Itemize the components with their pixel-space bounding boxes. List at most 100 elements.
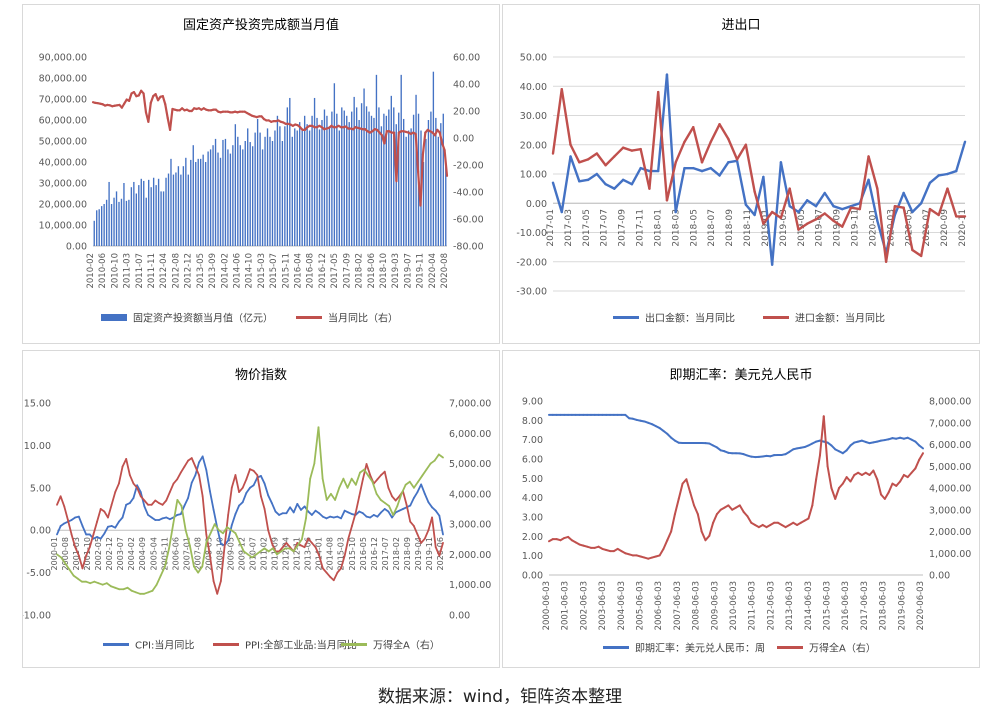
point-chartdata-2-s0-57 <box>263 482 270 497</box>
point-chartdata-2-s1-103 <box>431 516 437 549</box>
point-chartdata-1-s1-38 <box>884 204 897 263</box>
point-chartdata-1-s0-13 <box>665 73 677 214</box>
bar-chartdata-0-s0-117 <box>383 113 385 246</box>
x-tick-label: 2010-07 <box>249 537 258 570</box>
x-tick-label: 2014-08 <box>326 537 335 570</box>
x-tick-label: 2016-08 <box>306 253 316 289</box>
point-chartdata-2-s2-65 <box>325 492 332 501</box>
bar-chartdata-0-s0-43 <box>200 158 202 246</box>
legend: 固定资产投资额当月值（亿元） 当月同比（右） <box>101 312 398 325</box>
x-tick-label: 2002-06-03 <box>579 581 589 630</box>
point-chartdata-2-s1-51 <box>241 478 248 489</box>
point-chartdata-2-s2-87 <box>417 474 424 483</box>
point-chartdata-3-s1-68 <box>807 504 814 520</box>
point-chartdata-2-s1-62 <box>281 542 288 549</box>
x-tick-label: 2002-05 <box>94 537 103 570</box>
bar-chartdata-0-s0-127 <box>407 130 410 246</box>
y-right-tick-label: 7,000.00 <box>449 399 491 410</box>
point-chartdata-2-s2-3 <box>68 568 75 577</box>
point-chartdata-2-s1-52 <box>245 468 251 481</box>
x-tick-label: 2019-04 <box>414 537 423 570</box>
point-chartdata-1-s0-24 <box>762 175 774 266</box>
point-chartdata-1-s0-19 <box>718 161 730 177</box>
point-chartdata-2-s0-20 <box>128 497 135 504</box>
x-tick-label: 2020-08 <box>440 253 450 289</box>
point-chartdata-2-s1-79 <box>343 537 350 557</box>
bar-chartdata-0-s0-101 <box>343 110 345 246</box>
y-right-tick-label: -60.00 <box>453 215 484 226</box>
x-tick-label: 2010-10 <box>110 253 120 289</box>
point-chartdata-2-s2-75 <box>367 474 374 483</box>
point-chartdata-2-s1-95 <box>402 490 408 506</box>
point-chartdata-2-s1-78 <box>340 554 346 570</box>
legend-label: PPI:全部工业品:当月同比 <box>245 639 357 652</box>
point-chartdata-3-s1-29 <box>658 547 665 557</box>
point-chartdata-2-s2-66 <box>330 492 336 501</box>
point-chartdata-2-s0-97 <box>409 497 415 507</box>
point-chartdata-2-s1-6 <box>77 554 84 570</box>
point-chartdata-1-s1-11 <box>648 90 660 190</box>
legend: CPI:当月同比 PPI:全部工业品:当月同比 万得全A（右） <box>103 639 440 652</box>
point-chartdata-1-s1-10 <box>639 147 651 190</box>
bar-chartdata-0-s0-60 <box>242 149 244 246</box>
point-chartdata-2-s1-70 <box>311 542 317 549</box>
x-tick-label: 2020-01 <box>868 209 878 247</box>
x-tick-label: 2015-03 <box>257 253 267 289</box>
bar-chartdata-0-s0-104 <box>351 111 353 246</box>
bar-chartdata-0-s0-115 <box>378 107 380 247</box>
point-chartdata-2-s2-74 <box>363 468 370 477</box>
x-tick-label: 2001-06-03 <box>561 581 571 630</box>
point-chartdata-2-s2-38 <box>213 523 220 532</box>
point-chartdata-2-s2-32 <box>188 544 195 568</box>
series-chartdata-2-s1 <box>56 457 444 595</box>
bar-chartdata-0-s0-123 <box>398 112 400 247</box>
x-tick-label: 2018-02 <box>392 537 401 570</box>
point-chartdata-2-s2-89 <box>425 462 432 471</box>
point-chartdata-2-s0-102 <box>427 501 433 509</box>
bar-chartdata-0-s0-18 <box>138 185 140 246</box>
point-chartdata-2-s0-99 <box>416 483 423 493</box>
bar-chartdata-0-s0-19 <box>140 178 142 246</box>
point-chartdata-2-s2-37 <box>209 523 216 535</box>
bar-chartdata-0-s0-37 <box>185 157 187 246</box>
series-chartdata-3-s0 <box>548 413 924 459</box>
bar-chartdata-0-s0-97 <box>333 83 336 246</box>
y-right-tick-label: 4,000.00 <box>929 484 971 495</box>
point-chartdata-2-s1-57 <box>263 508 270 532</box>
point-chartdata-2-s1-4 <box>70 533 77 549</box>
bar-chartdata-0-s0-8 <box>113 197 115 246</box>
point-chartdata-2-s0-41 <box>205 469 211 493</box>
point-chartdata-1-s1-19 <box>718 123 730 141</box>
x-tick-label: 2014-06 <box>232 253 242 289</box>
y-right-tick-label: 3,000.00 <box>929 505 971 516</box>
y-tick-label: 10.00 <box>24 441 51 452</box>
point-chartdata-1-s1-4 <box>586 152 599 161</box>
bar-chartdata-0-s0-84 <box>301 128 303 246</box>
point-chartdata-2-s1-82 <box>354 495 361 515</box>
point-chartdata-3-s1-75 <box>834 487 841 500</box>
bar-chartdata-0-s0-42 <box>197 158 199 246</box>
bar-chartdata-0-s0-88 <box>311 115 313 246</box>
point-chartdata-1-s1-39 <box>893 204 905 209</box>
x-tick-label: 2017-05 <box>582 209 592 247</box>
point-chartdata-1-s1-15 <box>683 125 695 144</box>
point-chartdata-0-s1-134 <box>414 132 420 173</box>
point-chartdata-2-s1-11 <box>96 508 102 523</box>
y-tick-label: 5.00 <box>522 474 543 485</box>
y-tick-label: 5.00 <box>30 483 51 494</box>
bar-chartdata-0-s0-32 <box>172 174 175 246</box>
x-tick-label: 2011-07 <box>135 253 145 289</box>
point-chartdata-1-s0-40 <box>902 191 914 214</box>
x-tick-label: 2020-11 <box>958 209 968 247</box>
x-tick-label: 2019-11 <box>416 253 426 289</box>
point-chartdata-2-s1-35 <box>183 459 189 468</box>
series-chartdata-3-s1 <box>548 415 924 560</box>
x-tick-label: 2008-06-03 <box>692 581 702 630</box>
point-chartdata-2-s2-34 <box>197 565 204 574</box>
point-chartdata-2-s0-91 <box>387 510 393 519</box>
point-chartdata-1-s0-4 <box>586 172 599 182</box>
point-chartdata-3-s1-52 <box>746 515 753 524</box>
point-chartdata-2-s1-69 <box>307 537 313 544</box>
point-chartdata-0-s1-121 <box>383 130 388 145</box>
point-chartdata-2-s1-17 <box>118 465 124 485</box>
